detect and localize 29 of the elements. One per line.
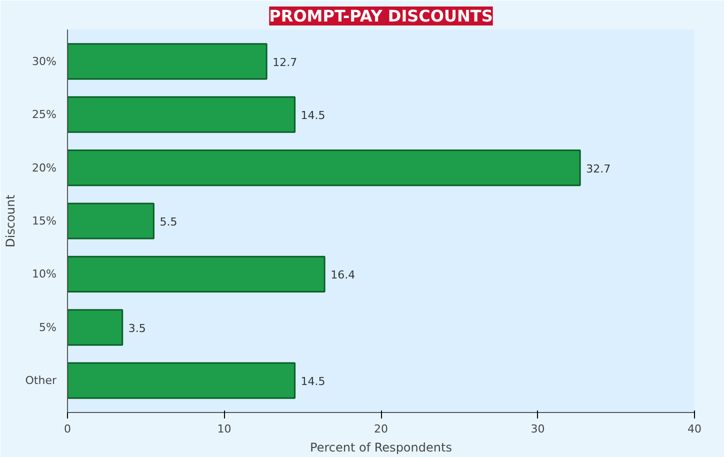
x-tick-label: 10: [217, 422, 232, 436]
y-tick-label: 30%: [32, 54, 57, 68]
bar: [68, 150, 581, 186]
bar: [68, 309, 124, 346]
x-tick-label: 0: [64, 422, 71, 436]
data-label: 14.5: [300, 109, 326, 122]
x-tick-label: 30: [530, 422, 545, 436]
bar: [68, 43, 268, 80]
y-tick-label: 25%: [32, 108, 57, 122]
bar: [68, 256, 326, 292]
data-label: 3.5: [128, 322, 146, 335]
data-label: 12.7: [272, 56, 298, 69]
x-tick-label: 20: [374, 422, 388, 436]
data-label: 5.5: [160, 216, 178, 228]
y-tick-label: 5%: [39, 320, 56, 334]
y-tick-label: Other: [25, 374, 57, 388]
y-tick-label: 10%: [32, 268, 57, 281]
bar: [68, 202, 154, 240]
data-label: 14.5: [300, 375, 326, 388]
y-axis-title: Discount: [3, 194, 18, 248]
y-tick-label: 20%: [32, 161, 57, 174]
x-axis-title: Percent of Respondents: [310, 440, 452, 454]
chart-title: PROMPT-PAY DISCOUNTS: [269, 6, 493, 26]
bar: [68, 362, 296, 399]
data-label: 16.4: [330, 268, 356, 282]
bar: [68, 96, 296, 133]
x-tick-label: 40: [688, 422, 702, 436]
data-label: 32.7: [586, 162, 611, 176]
y-tick-label: 15%: [32, 214, 57, 228]
